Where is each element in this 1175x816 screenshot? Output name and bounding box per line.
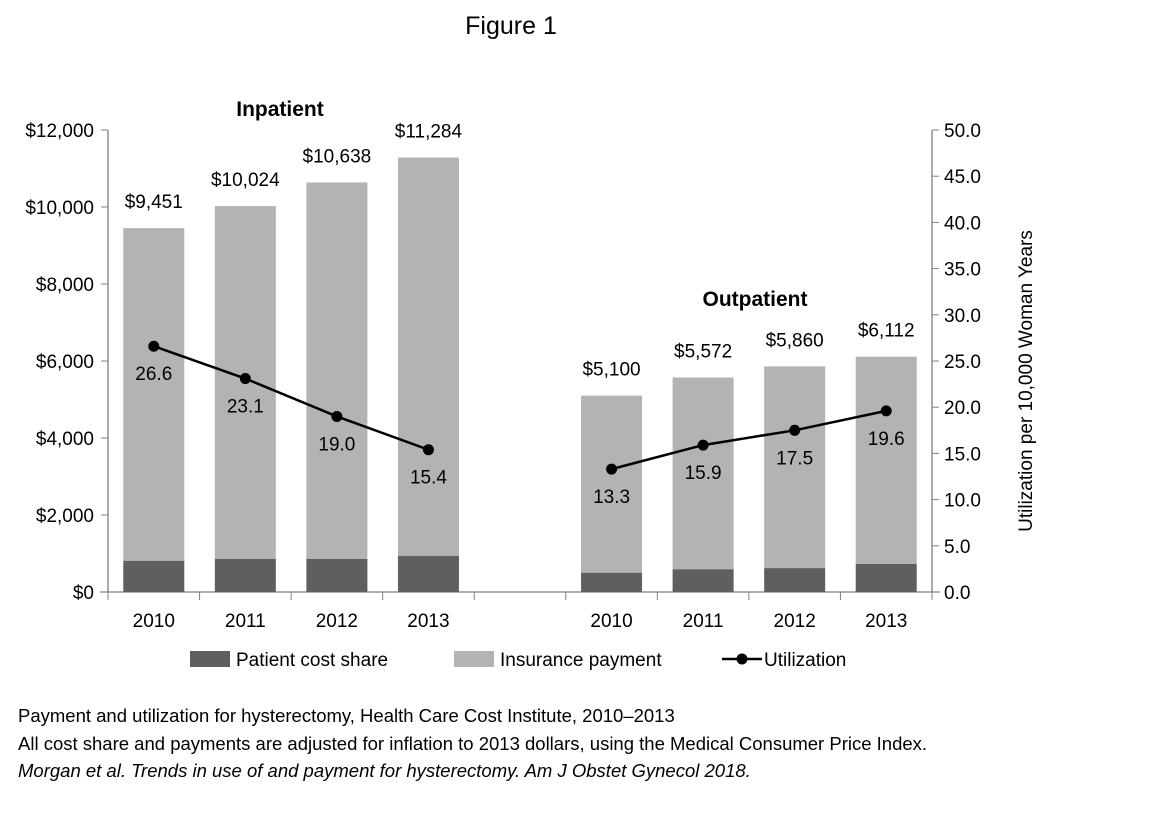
right-axis-tick-label: 0.0 xyxy=(944,583,970,604)
legend-label: Utilization xyxy=(764,650,846,671)
legend-swatch-insurance-payment xyxy=(454,651,494,667)
bar-patient-cost-share xyxy=(397,555,459,592)
legend-swatch-patient-cost-share xyxy=(190,651,230,667)
bar-total-label: $11,284 xyxy=(395,122,463,143)
bar-total-label: $6,112 xyxy=(858,321,915,342)
x-axis-tick-label: 2011 xyxy=(683,611,724,632)
bar-insurance-payment xyxy=(397,157,459,556)
bar-patient-cost-share xyxy=(764,568,826,592)
right-axis-tick-label: 50.0 xyxy=(944,121,981,142)
utilization-line xyxy=(611,409,887,471)
bar-total-label: $10,638 xyxy=(303,146,372,167)
bar-patient-cost-share xyxy=(214,558,276,592)
utilization-point xyxy=(880,405,892,417)
right-axis-tick-label: 10.0 xyxy=(944,491,981,512)
x-axis-tick-label: 2013 xyxy=(865,611,907,632)
chart: $0 $2,000 $4,000 $6,000 $8,000 $10,000 $12,000… xyxy=(25,98,1037,671)
right-axis-tick-label: 40.0 xyxy=(944,213,981,234)
right-axis-tick-label: 5.0 xyxy=(944,537,970,558)
legend-label: Patient cost share xyxy=(236,650,388,671)
utilization-point xyxy=(697,439,709,451)
utilization-label: 19.0 xyxy=(318,434,355,455)
bar-total-label: $9,451 xyxy=(125,192,183,213)
bar-patient-cost-share xyxy=(306,558,368,592)
bar-insurance-payment xyxy=(306,182,368,559)
legend-label: Insurance payment xyxy=(500,650,662,671)
right-axis-tick-label: 20.0 xyxy=(944,398,981,419)
utilization-point xyxy=(422,444,434,456)
bar-total-label: $5,100 xyxy=(582,360,640,381)
legend-marker-utilization xyxy=(736,653,748,665)
x-axis-tick-label: 2012 xyxy=(774,611,816,632)
right-axis-tick-label: 35.0 xyxy=(944,260,981,281)
right-axis-tick-label: 15.0 xyxy=(944,444,981,465)
group-title: Outpatient xyxy=(703,288,808,311)
left-axis-tick-label: $6,000 xyxy=(36,352,94,373)
utilization-label: 23.1 xyxy=(227,397,264,418)
caption-citation: Morgan et al. Trends in use of and payme… xyxy=(18,760,751,781)
bar-total-label: $10,024 xyxy=(211,170,280,191)
utilization-point xyxy=(239,373,251,385)
bar-total-label: $5,572 xyxy=(674,341,732,362)
bar-patient-cost-share xyxy=(672,569,734,592)
utilization-point xyxy=(606,463,618,475)
left-axis-tick-label: $2,000 xyxy=(36,506,94,527)
utilization-label: 13.3 xyxy=(593,487,630,508)
bar-insurance-payment xyxy=(581,395,643,573)
right-axis-tick-label: 25.0 xyxy=(944,352,981,373)
x-axis-tick-label: 2012 xyxy=(316,611,358,632)
utilization-label: 15.9 xyxy=(685,463,722,484)
caption-title: Payment and utilization for hysterectomy… xyxy=(18,705,675,726)
x-axis-tick-label: 2010 xyxy=(133,611,175,632)
caption-note: All cost share and payments are adjusted… xyxy=(18,733,928,754)
right-axis-tick-label: 45.0 xyxy=(944,167,981,188)
bar-insurance-payment xyxy=(855,356,917,564)
left-axis-tick-label: $8,000 xyxy=(36,275,94,296)
bar-insurance-payment xyxy=(672,377,734,570)
bar-patient-cost-share xyxy=(581,572,643,592)
left-axis-tick-label: $10,000 xyxy=(25,198,94,219)
bar-total-label: $5,860 xyxy=(766,330,824,351)
figure-title: Figure 1 xyxy=(465,12,557,40)
utilization-point xyxy=(789,424,801,436)
utilization-label: 19.6 xyxy=(868,429,905,450)
right-axis-label: Utilization per 10,000 Woman Years xyxy=(1016,230,1037,532)
bar-insurance-payment xyxy=(764,366,826,569)
x-axis-tick-label: 2010 xyxy=(590,611,632,632)
x-axis-tick-label: 2013 xyxy=(407,611,449,632)
x-axis-tick-label: 2011 xyxy=(225,611,266,632)
group-title: Inpatient xyxy=(236,98,324,121)
right-axis-tick-label: 30.0 xyxy=(944,306,981,327)
utilization-label: 17.5 xyxy=(776,448,813,469)
utilization-point xyxy=(148,340,160,352)
left-axis-tick-label: $12,000 xyxy=(25,121,94,142)
bar-insurance-payment xyxy=(123,228,185,561)
left-axis-tick-label: $0 xyxy=(73,583,94,604)
left-axis-tick-label: $4,000 xyxy=(36,429,94,450)
bar-patient-cost-share xyxy=(123,560,185,592)
utilization-label: 15.4 xyxy=(410,468,447,489)
bar-patient-cost-share xyxy=(855,563,917,592)
utilization-label: 26.6 xyxy=(135,364,172,385)
utilization-point xyxy=(331,410,343,422)
utilization-line xyxy=(153,345,429,451)
